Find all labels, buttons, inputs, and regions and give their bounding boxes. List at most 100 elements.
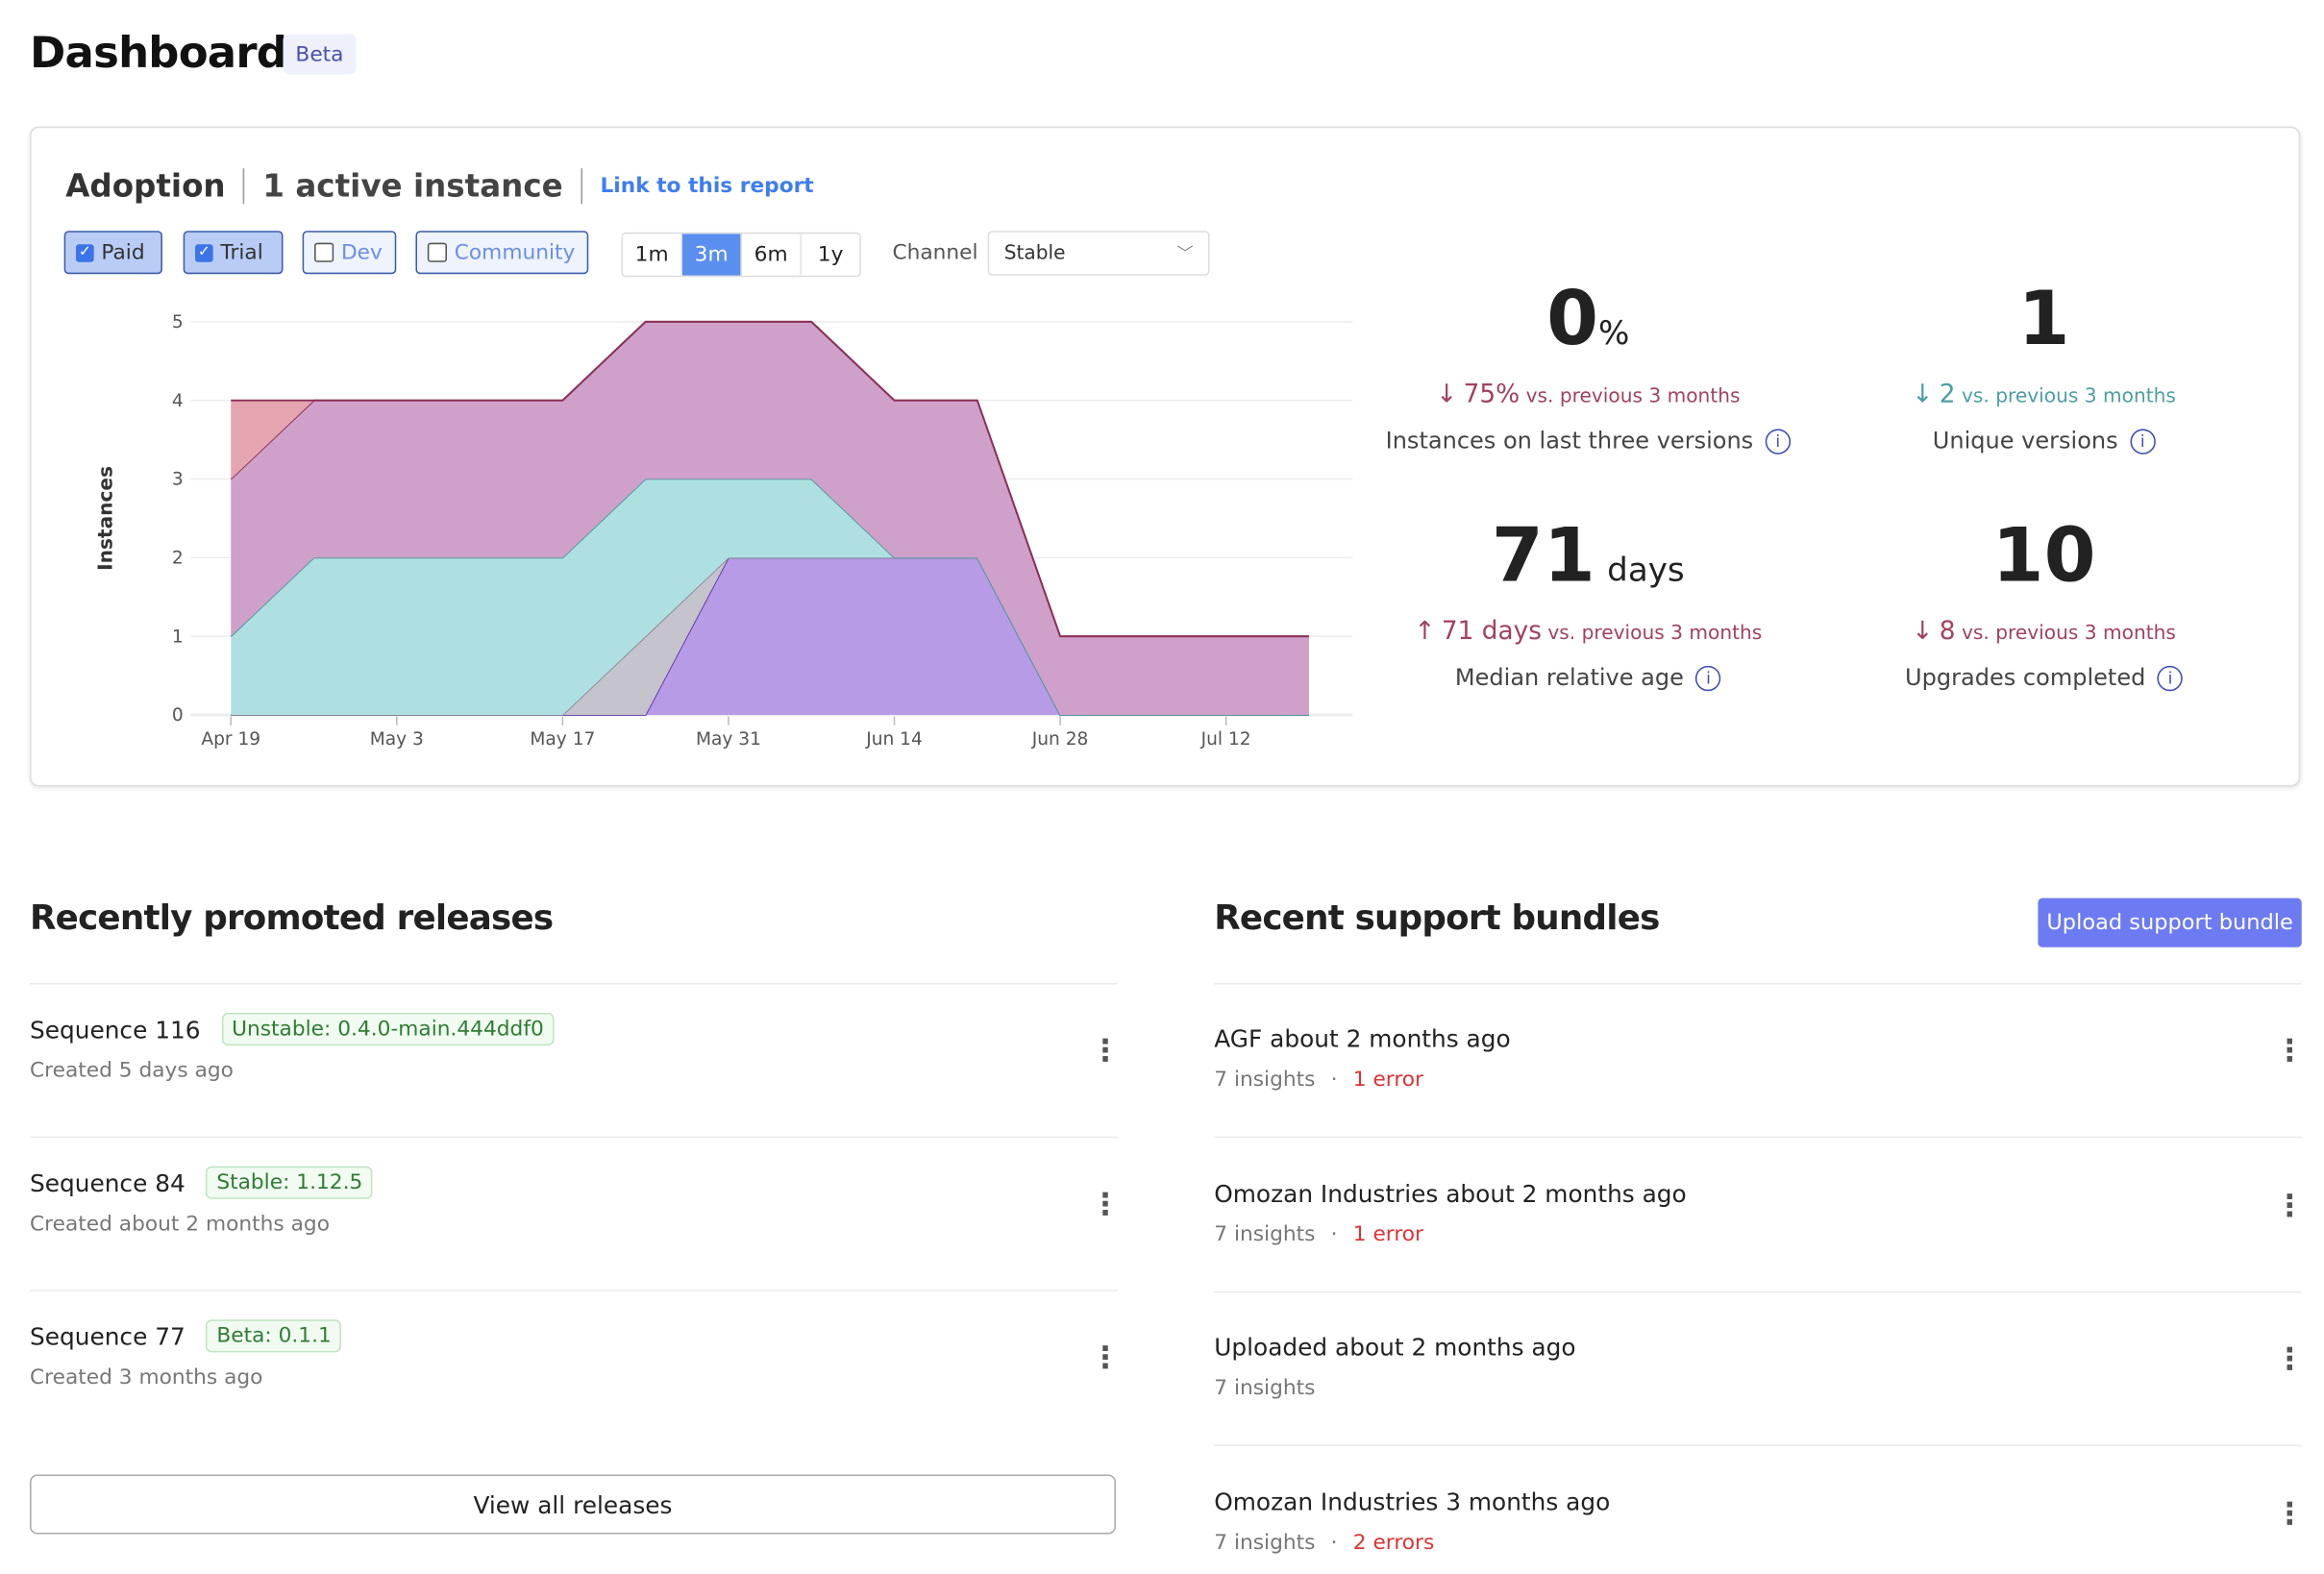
error-count: 1 error	[1352, 1221, 1423, 1246]
filter-label: Paid	[101, 240, 145, 265]
release-row[interactable]: Sequence 84 Stable: 1.12.5 Created about …	[30, 1166, 1121, 1237]
info-icon[interactable]: i	[1765, 428, 1791, 454]
stat-card: 10 ↓ 8 vs. previous 3 months Upgrades co…	[1820, 514, 2267, 691]
bundle-meta: 7 insights · 1 error	[1214, 1221, 1423, 1246]
adoption-title: Adoption	[65, 168, 226, 205]
info-icon[interactable]: i	[2130, 428, 2156, 454]
page-title: Dashboard	[30, 26, 287, 78]
error-count: 1 error	[1352, 1068, 1423, 1093]
more-options-icon[interactable]: ⋮	[1090, 1185, 1121, 1221]
stat-card: 1 ↓ 2 vs. previous 3 months Unique versi…	[1820, 277, 2267, 454]
filter-trial[interactable]: ✓ Trial	[183, 231, 284, 275]
checkbox-checked-icon: ✓	[195, 243, 213, 262]
stat-value: 0%	[1546, 275, 1630, 362]
x-tick-label: Jun 14	[865, 729, 923, 750]
stat-value: 71 days	[1491, 512, 1685, 600]
y-tick-label: 2	[172, 549, 184, 569]
y-tick-label: 5	[172, 312, 184, 332]
stat-label: Median relative age i	[1365, 664, 1812, 691]
bundle-row[interactable]: Uploaded about 2 months ago 7 insights ⋮	[1214, 1333, 2305, 1400]
divider	[1214, 1136, 2302, 1139]
divider	[30, 1136, 1118, 1139]
y-tick-label: 4	[172, 391, 184, 411]
filter-paid[interactable]: ✓ Paid	[63, 231, 162, 275]
divider	[581, 168, 582, 205]
divider	[1214, 1444, 2302, 1447]
beta-badge: Beta	[283, 34, 357, 75]
series-line-4	[231, 320, 1309, 638]
range-6m[interactable]: 6m	[742, 234, 802, 276]
bundles-title: Recent support bundles	[1214, 899, 1660, 939]
checkbox-empty-icon	[314, 242, 334, 262]
filter-dev[interactable]: Dev	[302, 231, 397, 275]
adoption-chart: 0 1 2 3 4 5 Instances Apr 19 May 3 May 17 May 31 Ju…	[93, 312, 1353, 750]
stat-card: 0% ↓ 75% vs. previous 3 months Instances…	[1365, 275, 1812, 455]
divider	[243, 168, 245, 205]
release-row[interactable]: Sequence 77 Beta: 0.1.1 Created 3 months …	[30, 1319, 1121, 1390]
range-3m[interactable]: 3m	[681, 234, 742, 276]
more-options-icon[interactable]: ⋮	[2274, 1186, 2305, 1222]
channel-tag: Stable: 1.12.5	[206, 1166, 374, 1199]
channel-value: Stable	[1003, 241, 1066, 265]
releases-title: Recently promoted releases	[30, 899, 554, 939]
divider	[30, 1290, 1118, 1291]
more-options-icon[interactable]: ⋮	[1090, 1339, 1121, 1375]
x-tick-label: May 17	[530, 729, 595, 750]
arrow-down-icon: ↓	[1912, 380, 1934, 410]
more-options-icon[interactable]: ⋮	[2274, 1032, 2305, 1069]
bundle-name: Omozan Industries 3 months ago	[1214, 1487, 1611, 1516]
release-created: Created 3 months ago	[30, 1365, 263, 1390]
arrow-down-icon: ↓	[1912, 616, 1934, 647]
y-tick-label: 0	[172, 705, 184, 726]
range-1y[interactable]: 1y	[817, 242, 844, 267]
info-icon[interactable]: i	[2157, 665, 2184, 691]
channel-tag: Unstable: 0.4.0-main.444ddf0	[221, 1013, 555, 1046]
divider	[30, 982, 1118, 985]
more-options-icon[interactable]: ⋮	[2274, 1494, 2305, 1531]
release-created: Created 5 days ago	[30, 1059, 234, 1083]
x-tick-label: May 3	[370, 729, 424, 750]
stat-change: ↓ 2 vs. previous 3 months	[1912, 380, 2176, 410]
release-row[interactable]: Sequence 116 Unstable: 0.4.0-main.444ddf0…	[30, 1013, 1121, 1083]
area-series-3	[231, 321, 1309, 715]
arrow-up-icon: ↑	[1414, 616, 1436, 647]
stat-change: ↑ 71 days vs. previous 3 months	[1414, 616, 1763, 647]
y-tick-label: 1	[172, 627, 184, 647]
stat-change: ↓ 75% vs. previous 3 months	[1436, 380, 1741, 410]
release-name: Sequence 84	[30, 1168, 185, 1197]
bundle-meta: 7 insights · 1 error	[1214, 1068, 1423, 1093]
more-options-icon[interactable]: ⋮	[2274, 1340, 2305, 1377]
report-link[interactable]: Link to this report	[600, 174, 814, 199]
bundle-meta: 7 insights	[1214, 1376, 1316, 1400]
adoption-header: Adoption 1 active instance Link to this …	[65, 168, 814, 205]
stat-value: 10	[1991, 512, 2096, 600]
active-instances: 1 active instance	[262, 168, 563, 205]
x-tick-label: May 31	[696, 729, 761, 750]
stat-label: Unique versions i	[1820, 428, 2267, 455]
bundle-row[interactable]: Omozan Industries about 2 months ago 7 i…	[1214, 1179, 2305, 1246]
bundle-row[interactable]: AGF about 2 months ago 7 insights · 1 er…	[1214, 1024, 2305, 1093]
checkbox-empty-icon	[427, 242, 447, 262]
upload-support-bundle-button[interactable]: Upload support bundle	[2038, 898, 2302, 947]
bundle-name: Uploaded about 2 months ago	[1214, 1333, 1576, 1362]
area-series-2	[231, 479, 1309, 715]
x-tick-label: Jul 12	[1200, 729, 1251, 750]
bundle-row[interactable]: Omozan Industries 3 months ago 7 insight…	[1214, 1487, 2305, 1555]
release-created: Created about 2 months ago	[30, 1212, 330, 1237]
stat-change: ↓ 8 vs. previous 3 months	[1912, 616, 2176, 647]
channel-select[interactable]: Stable ﹀	[987, 231, 1210, 276]
filter-label: Trial	[220, 240, 263, 265]
stat-value: 1	[2017, 275, 2070, 362]
checkbox-checked-icon: ✓	[76, 243, 94, 262]
error-count: 2 errors	[1352, 1530, 1435, 1555]
x-tick-label: Apr 19	[201, 729, 260, 750]
info-icon[interactable]: i	[1695, 665, 1721, 691]
stat-label: Instances on last three versions i	[1365, 428, 1812, 455]
arrow-down-icon: ↓	[1436, 380, 1458, 410]
range-1m[interactable]: 1m	[623, 234, 682, 276]
bundle-meta: 7 insights · 2 errors	[1214, 1530, 1435, 1555]
more-options-icon[interactable]: ⋮	[1090, 1032, 1121, 1069]
view-all-releases-button[interactable]: View all releases	[30, 1474, 1116, 1535]
y-tick-label: 3	[172, 470, 184, 490]
filter-community[interactable]: Community	[415, 231, 589, 275]
